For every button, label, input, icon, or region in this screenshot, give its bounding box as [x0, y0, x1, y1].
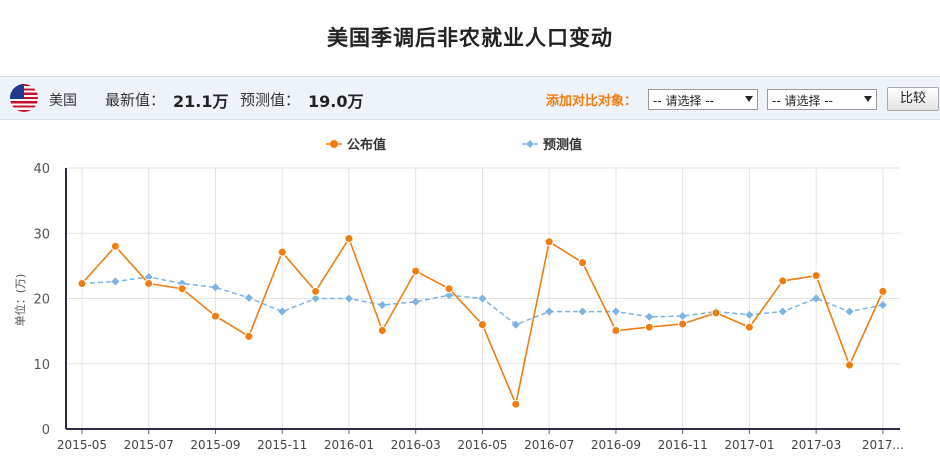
forecast-point [211, 283, 220, 292]
x-tick-label: 2015-07 [124, 438, 174, 452]
forecast-point [878, 301, 887, 310]
published-point [344, 233, 354, 243]
forecast-point [645, 312, 654, 321]
country-name: 美国 [49, 93, 77, 109]
y-tick-label: 0 [42, 423, 50, 438]
forecast-point [611, 307, 620, 316]
legend-label: 公布值 [347, 137, 386, 153]
forecast-point [745, 310, 754, 319]
published-point [811, 271, 821, 281]
us-flag-icon [10, 84, 38, 112]
published-point [477, 320, 487, 330]
forecast-point [778, 307, 787, 316]
published-point [377, 325, 387, 335]
latest-value-label: 最新值： [105, 91, 166, 109]
forecast-point [344, 294, 353, 303]
legend-marker [526, 140, 534, 148]
published-point [311, 286, 321, 296]
compare-select-2[interactable]: -- 请选择 -- [767, 89, 877, 110]
compare-select-2-value: -- 请选择 -- [772, 94, 833, 108]
x-tick-label: 2016-03 [391, 438, 441, 452]
x-tick-label: 2016-09 [591, 438, 641, 452]
published-point [244, 331, 254, 341]
y-tick-label: 20 [33, 293, 50, 308]
forecast-point [244, 293, 253, 302]
published-point [845, 360, 855, 370]
forecast-point [845, 307, 854, 316]
page-title: 美国季调后非农就业人口变动 [327, 26, 613, 50]
published-point [778, 276, 788, 286]
published-point [210, 311, 220, 321]
compare-button[interactable]: 比较 [887, 87, 939, 111]
forecast-value-label: 预测值： [240, 91, 301, 109]
chart-legend: 公布值 预测值 [326, 137, 582, 153]
x-tick-label: 2016-05 [457, 438, 507, 452]
published-point [411, 266, 421, 276]
x-tick-label: 2015-11 [257, 438, 307, 452]
published-point [110, 241, 120, 251]
x-tick-label: 2016-07 [524, 438, 574, 452]
legend-label: 预测值 [543, 137, 582, 153]
forecast-point [278, 307, 287, 316]
chart: 公布值 预测值 0 10 20 30 40 2015-05 2015-07 2015-09 201… [13, 137, 904, 452]
chevron-down-icon [864, 96, 872, 102]
chart-series [77, 233, 888, 409]
published-point [744, 322, 754, 332]
forecast-point [545, 307, 554, 316]
published-point [444, 284, 454, 294]
forecast-point [678, 312, 687, 321]
chevron-down-icon [745, 96, 753, 102]
published-point [511, 399, 521, 409]
published-point [711, 308, 721, 318]
forecast-point [111, 277, 120, 286]
x-tick-label: 2017-01 [724, 438, 774, 452]
published-point [611, 325, 621, 335]
forecast-point [411, 297, 420, 306]
published-point [678, 319, 688, 329]
compare-select-1-value: -- 请选择 -- [653, 94, 714, 108]
y-axis-label: 单位：(万) [13, 274, 27, 327]
published-point [878, 286, 888, 296]
forecast-point [378, 301, 387, 310]
x-tick-label: 2016-11 [658, 438, 708, 452]
x-tick-label: 2015-09 [190, 438, 240, 452]
latest-value: 21.1万 [173, 92, 229, 111]
x-tick-label: 2015-05 [57, 438, 107, 452]
compare-select-1[interactable]: -- 请选择 -- [648, 89, 758, 110]
forecast-point [311, 294, 320, 303]
forecast-point [578, 307, 587, 316]
published-point [644, 322, 654, 332]
info-bar: 美国 最新值： 21.1万 预测值： 19.0万 添加对比对象： -- 请选择 … [0, 76, 940, 120]
forecast-point [511, 320, 520, 329]
forecast-point [445, 291, 454, 300]
y-tick-label: 40 [33, 162, 50, 177]
y-tick-label: 10 [33, 358, 50, 373]
forecast-point [144, 272, 153, 281]
compare-target-label: 添加对比对象： [546, 94, 638, 109]
published-point [544, 237, 554, 247]
forecast-point [478, 294, 487, 303]
published-point [578, 258, 588, 268]
forecast-point [812, 294, 821, 303]
published-point [77, 278, 87, 288]
published-point [177, 284, 187, 294]
published-point [277, 247, 287, 257]
forecast-value: 19.0万 [308, 92, 364, 111]
x-tick-label: 2017-03 [791, 438, 841, 452]
chart-axes: 0 10 20 30 40 2015-05 2015-07 2015-09 2015-11 201… [33, 162, 903, 452]
x-tick-label: 2017... [862, 438, 904, 452]
published-point [144, 278, 154, 288]
legend-marker [330, 140, 338, 148]
y-tick-label: 30 [33, 227, 50, 242]
x-tick-label: 2016-01 [324, 438, 374, 452]
